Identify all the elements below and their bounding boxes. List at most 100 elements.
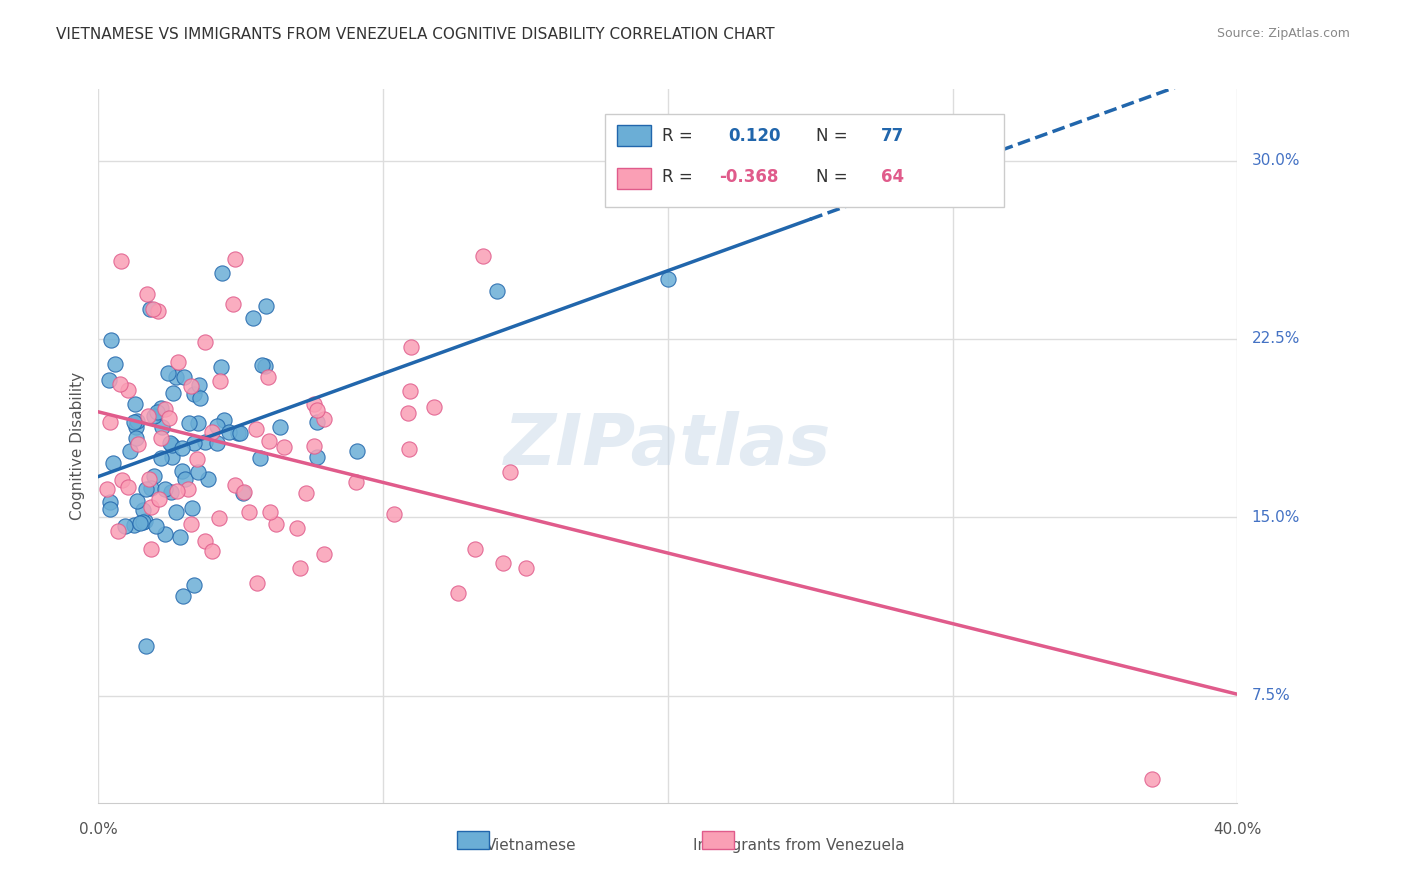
Point <box>139 482 162 496</box>
Point <box>117 383 139 397</box>
Point <box>187 465 209 479</box>
Point <box>212 413 235 427</box>
Text: 64: 64 <box>880 168 904 186</box>
Text: 0.0%: 0.0% <box>79 822 118 837</box>
Point <box>142 469 165 483</box>
Text: Vietnamese: Vietnamese <box>486 838 576 854</box>
Point <box>135 483 157 497</box>
Point <box>127 494 149 508</box>
Point <box>399 340 422 354</box>
Point <box>312 547 335 561</box>
Point <box>233 485 256 500</box>
Point <box>110 253 132 268</box>
Text: ZIPatlas: ZIPatlas <box>505 411 831 481</box>
Text: 7.5%: 7.5% <box>1251 689 1291 703</box>
Point <box>232 486 254 500</box>
Point <box>245 422 267 436</box>
Point <box>264 517 287 532</box>
Text: Immigrants from Venezuela: Immigrants from Venezuela <box>693 838 904 854</box>
Point <box>304 438 326 452</box>
Point <box>132 515 155 529</box>
Point <box>209 360 232 375</box>
Point <box>135 639 157 653</box>
Point <box>179 416 201 430</box>
Point <box>250 359 273 373</box>
Point <box>259 505 281 519</box>
Point <box>285 520 308 534</box>
Point <box>288 561 311 575</box>
Point <box>97 373 120 387</box>
Point <box>160 484 183 499</box>
Point <box>143 409 166 423</box>
Point <box>181 500 204 515</box>
Point <box>177 483 200 497</box>
Text: N =: N = <box>815 127 853 145</box>
Text: Source: ZipAtlas.com: Source: ZipAtlas.com <box>1216 27 1350 40</box>
Point <box>136 409 159 424</box>
Point <box>257 434 280 448</box>
Point <box>139 301 162 316</box>
Point <box>108 376 131 391</box>
Point <box>242 311 264 326</box>
FancyBboxPatch shape <box>702 831 734 849</box>
Point <box>124 431 146 445</box>
Point <box>201 425 224 440</box>
Point <box>160 450 183 465</box>
Point <box>135 286 157 301</box>
Point <box>515 560 537 574</box>
Point <box>246 576 269 591</box>
Point <box>256 370 278 384</box>
Point <box>194 335 217 350</box>
Point <box>307 402 329 417</box>
Point <box>118 443 141 458</box>
Text: 15.0%: 15.0% <box>1251 510 1301 524</box>
Point <box>172 441 194 455</box>
Point <box>254 299 277 313</box>
Point <box>141 500 163 514</box>
Point <box>211 266 233 280</box>
Point <box>183 387 205 401</box>
Point <box>138 472 160 486</box>
Point <box>464 541 486 556</box>
Text: N =: N = <box>815 168 853 186</box>
Text: VIETNAMESE VS IMMIGRANTS FROM VENEZUELA COGNITIVE DISABILITY CORRELATION CHART: VIETNAMESE VS IMMIGRANTS FROM VENEZUELA … <box>56 27 775 42</box>
Point <box>141 541 163 556</box>
Point <box>172 589 194 603</box>
FancyBboxPatch shape <box>605 114 1004 207</box>
Point <box>346 443 368 458</box>
Point <box>167 355 190 369</box>
Point <box>194 533 217 548</box>
Point <box>657 272 679 286</box>
Point <box>155 527 177 541</box>
Point <box>156 366 179 380</box>
Point <box>173 369 195 384</box>
Point <box>201 544 224 558</box>
Point <box>398 442 420 456</box>
Text: 30.0%: 30.0% <box>1251 153 1301 168</box>
Point <box>224 478 246 492</box>
Point <box>146 405 169 419</box>
Point <box>183 578 205 592</box>
Point <box>294 486 316 500</box>
Point <box>124 397 146 411</box>
Point <box>165 370 187 384</box>
Point <box>127 437 149 451</box>
Point <box>447 586 470 600</box>
Point <box>205 435 228 450</box>
Point <box>471 249 494 263</box>
Point <box>145 518 167 533</box>
Point <box>160 437 183 451</box>
Point <box>165 505 187 519</box>
Point <box>128 516 150 530</box>
Point <box>307 450 329 464</box>
Point <box>305 415 328 429</box>
Text: 40.0%: 40.0% <box>1213 822 1261 837</box>
Point <box>146 304 169 318</box>
Point <box>1140 772 1163 786</box>
Point <box>148 491 170 506</box>
Point <box>499 465 522 479</box>
Point <box>150 420 173 434</box>
Point <box>114 519 136 533</box>
Point <box>218 425 240 440</box>
Point <box>224 252 246 266</box>
